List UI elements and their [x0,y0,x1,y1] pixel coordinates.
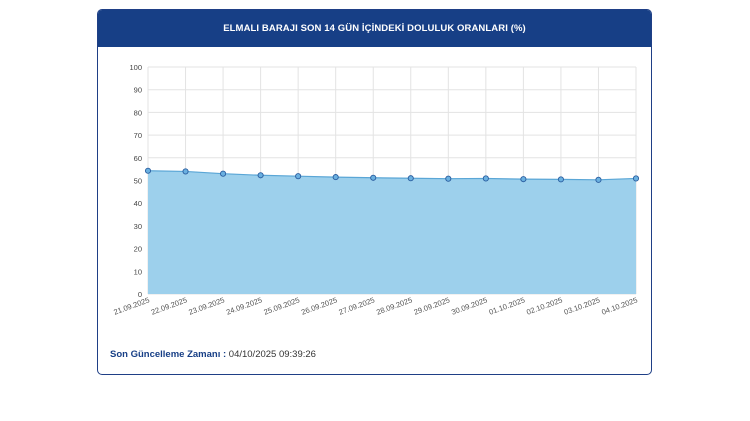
x-tick-label: 02.10.2025 [525,295,563,316]
x-tick-label: 24.09.2025 [225,295,263,316]
data-point [595,176,602,183]
data-point [370,174,377,181]
y-tick-label: 10 [134,267,142,276]
chart-area: 0 10 20 30 40 50 60 70 80 90 100 21.09.2025 22.09.20… [98,47,651,317]
y-tick-label: 50 [134,177,142,186]
last-update-value: 04/10/2025 09:39:26 [228,349,316,360]
data-point [445,175,452,182]
data-point [482,175,489,182]
y-tick-label: 20 [134,245,142,254]
x-tick-label: 03.10.2025 [563,295,601,316]
data-point [632,175,640,182]
y-tick-label: 80 [134,108,142,117]
x-tick-label: 25.09.2025 [262,295,300,316]
x-tick-label: 26.09.2025 [300,295,338,316]
y-tick-label: 0 [138,290,142,299]
y-tick-label: 70 [134,131,142,140]
y-tick-label: 60 [134,154,142,163]
y-tick-label: 30 [134,222,142,231]
chart-card: ELMALI BARAJI SON 14 GÜN İÇİNDEKİ DOLULU… [97,9,652,375]
data-point [520,176,527,183]
x-tick-label: 23.09.2025 [187,295,225,316]
data-point [182,168,189,175]
x-tick-label: 21.09.2025 [112,295,150,316]
data-point [332,174,339,181]
series-line [147,170,637,181]
last-update: Son Güncelleme Zamanı : 04/10/2025 09:39… [110,349,316,360]
chart-title: ELMALI BARAJI SON 14 GÜN İÇİNDEKİ DOLULU… [223,23,526,34]
x-tick-label: 30.09.2025 [450,295,488,316]
data-point [144,167,152,174]
y-tick-label: 40 [134,199,142,208]
data-point [220,170,227,177]
x-tick-label: 22.09.2025 [150,295,188,316]
y-tick-label: 90 [134,86,142,95]
fill-rate-chart: 0 10 20 30 40 50 60 70 80 90 100 21.09.2025 22.09.20… [112,63,640,317]
y-tick-label: 100 [129,63,142,72]
x-tick-label: 04.10.2025 [600,295,638,316]
data-point [557,176,564,183]
x-tick-label: 28.09.2025 [375,295,413,316]
series-area [148,170,636,294]
x-tick-label: 27.09.2025 [338,295,376,316]
data-point [407,175,414,182]
data-point [295,173,302,180]
x-tick-label: 01.10.2025 [488,295,526,316]
last-update-label: Son Güncelleme Zamanı : [110,349,227,360]
data-point [257,172,264,179]
chart-header: ELMALI BARAJI SON 14 GÜN İÇİNDEKİ DOLULU… [98,10,651,47]
x-tick-label: 29.09.2025 [413,295,451,316]
